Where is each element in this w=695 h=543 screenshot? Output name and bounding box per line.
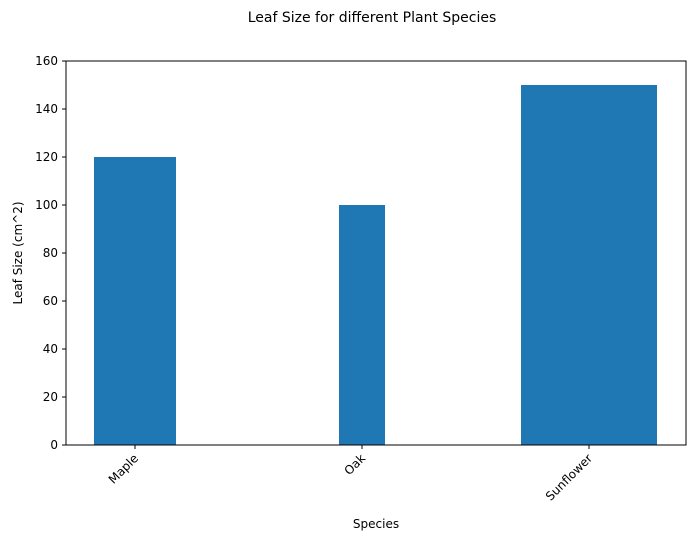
plot-frame [65,60,687,446]
y-tick-label: 60 [43,294,58,308]
x-tick-label-oak: Oak [341,451,368,478]
plot-area [94,85,657,445]
y-tick-label: 40 [43,342,58,356]
y-tick-label: 160 [35,54,58,68]
bar-maple [94,157,176,445]
bar-oak [339,205,385,445]
y-axis-label: Leaf Size (cm^2) [11,201,25,304]
y-tick-label: 0 [50,438,58,452]
x-tick-label-maple: Maple [106,451,141,486]
y-tick-label: 120 [35,150,58,164]
y-tick-label: 100 [35,198,58,212]
chart-title: Leaf Size for different Plant Species [248,10,497,26]
x-tick-label-sunflower: Sunflower [543,451,595,503]
x-axis-label: Species [353,517,399,531]
x-axis-ticks: Maple Oak Sunflower [106,445,595,503]
bar-sunflower [521,85,657,445]
y-axis-ticks: 0 20 40 60 80 100 120 140 160 [35,54,66,452]
y-tick-label: 80 [43,246,58,260]
y-tick-label: 140 [35,102,58,116]
y-tick-label: 20 [43,390,58,404]
